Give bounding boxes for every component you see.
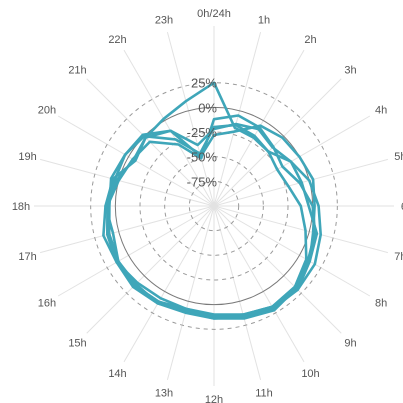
radial-gridline bbox=[57, 205, 215, 297]
radial-ring bbox=[139, 131, 289, 281]
hour-label: 2h bbox=[304, 34, 316, 46]
hour-label: 15h bbox=[68, 338, 86, 350]
hour-label: 10h bbox=[301, 368, 319, 380]
radial-ring bbox=[188, 180, 240, 232]
series-line-4 bbox=[106, 124, 316, 320]
hour-label: 1h bbox=[258, 15, 270, 27]
radial-tick-label: -25% bbox=[187, 125, 218, 140]
radial-gridline bbox=[40, 158, 215, 207]
hour-label: 17h bbox=[18, 251, 36, 263]
radial-gridline bbox=[213, 205, 388, 254]
hour-label: 8h bbox=[375, 298, 387, 310]
hour-label: 19h bbox=[18, 151, 36, 163]
label-layer: 0h/24h 1h 2h 3h 4h 5h 6h 7h 8h 9h 10h 11h 12h 13h 14h 1… bbox=[12, 8, 403, 403]
radial-gridline bbox=[213, 205, 305, 363]
radial-tick-label: -50% bbox=[187, 150, 218, 165]
hour-label: 12h bbox=[205, 394, 223, 403]
radial-ring bbox=[90, 82, 338, 330]
radial-gridline bbox=[213, 32, 262, 207]
hour-label: 3h bbox=[344, 65, 356, 77]
radial-ring bbox=[164, 156, 264, 256]
hour-label: 9h bbox=[344, 338, 356, 350]
hour-label: 5h bbox=[394, 151, 403, 163]
hour-label: 22h bbox=[108, 34, 126, 46]
radial-tick-label: 0% bbox=[198, 100, 217, 115]
hour-label: 7h bbox=[394, 251, 403, 263]
hour-label: 23h bbox=[155, 15, 173, 27]
polar-grid bbox=[34, 26, 394, 386]
radial-gridline bbox=[40, 205, 215, 254]
series-layer bbox=[102, 81, 322, 320]
hour-label: 0h/24h bbox=[197, 8, 231, 20]
hour-label: 4h bbox=[375, 105, 387, 117]
hour-label: 20h bbox=[38, 105, 56, 117]
radial-gridline bbox=[123, 205, 215, 363]
hour-label: 6h bbox=[401, 201, 403, 213]
radial-gridline bbox=[213, 205, 262, 380]
hour-label: 14h bbox=[108, 368, 126, 380]
hour-label: 16h bbox=[38, 298, 56, 310]
hour-label: 21h bbox=[68, 65, 86, 77]
radial-gridline bbox=[86, 205, 215, 334]
radial-gridline bbox=[213, 205, 342, 334]
radial-gridline bbox=[213, 205, 371, 297]
radial-gridline bbox=[166, 205, 215, 380]
hour-label: 18h bbox=[12, 201, 30, 213]
series-line-5 bbox=[104, 122, 319, 318]
radial-gridline bbox=[166, 32, 215, 207]
hour-label: 11h bbox=[255, 387, 273, 399]
radial-gridline bbox=[123, 49, 215, 207]
radial-tick-label: 25% bbox=[191, 76, 217, 91]
radial-gridline bbox=[213, 78, 342, 207]
hour-label: 13h bbox=[155, 387, 173, 399]
radial-tick-label: -75% bbox=[187, 174, 218, 189]
